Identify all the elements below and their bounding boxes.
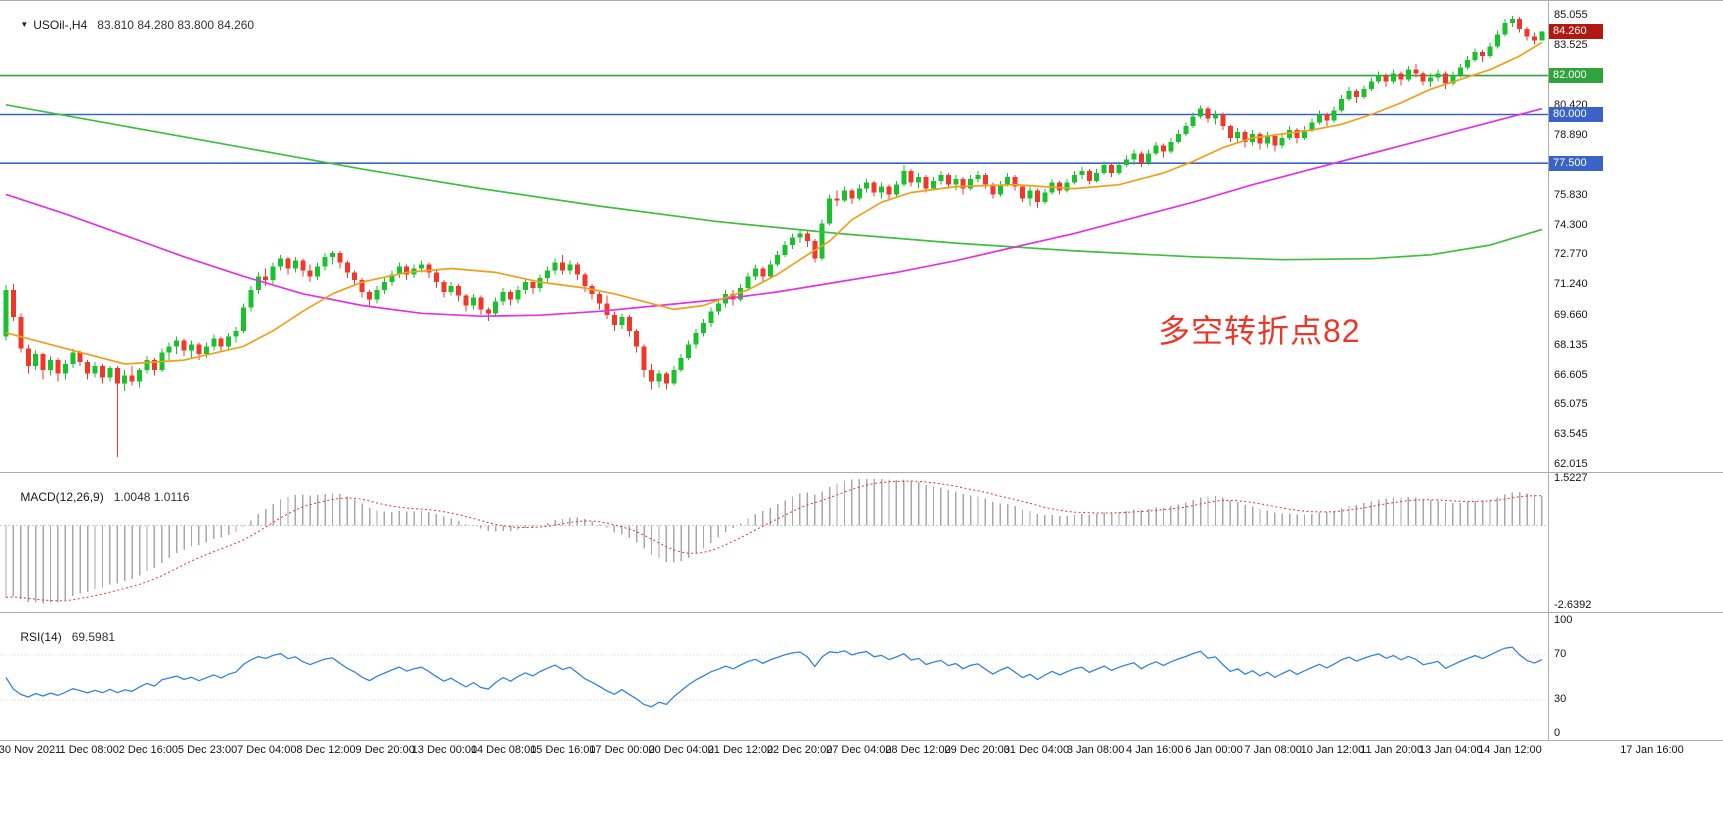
rsi-line [5,646,1543,708]
time-tick-label: 27 Dec 04:00 [826,744,892,756]
price-tick-label: 71.240 [1554,278,1588,291]
symbol-timeframe-label: USOil-,H4 [33,18,88,32]
time-tick-label: 30 Nov 2021 [0,744,62,756]
rsi-scale-label: 100 [1554,614,1573,626]
price-tick-label: 63.545 [1554,428,1588,441]
time-tick-label: 5 Dec 23:00 [177,744,238,756]
current-price-tag: 84.260 [1549,23,1603,39]
time-tick-label: 14 Dec 08:00 [470,744,537,756]
time-tick-label: 3 Jan 08:00 [1066,744,1125,756]
price-tick-label: 66.605 [1554,368,1588,381]
price-tick-label: 74.300 [1554,218,1588,231]
price-tick-label: 72.770 [1554,248,1588,261]
main-pane-header: ▼ USOil-,H4 83.810 84.280 83.800 84.260 [7,4,254,46]
time-tick-label: 10 Jan 12:00 [1300,744,1365,756]
time-tick-label: 6 Jan 00:00 [1185,744,1243,756]
rsi-pane-header: RSI(14) 69.5981 [7,616,115,658]
price-tick-label: 68.135 [1554,338,1588,351]
rsi-scale-label: 0 [1554,727,1561,739]
ma-fast-line [5,41,1543,365]
time-tick-label: 13 Jan 04:00 [1418,744,1483,756]
time-tick-label: 15 Dec 16:00 [530,744,596,756]
time-tick-label: 4 Jan 16:00 [1126,744,1184,756]
time-tick-label: 2 Dec 16:00 [118,744,179,756]
time-tick-label: 9 Dec 20:00 [355,744,415,756]
macd-pane-header: MACD(12,26,9) 1.0048 1.0116 [7,476,190,518]
time-tick-label: 28 Dec 12:00 [885,744,951,756]
ma-mid-line [5,107,1543,318]
macd-signal-line [5,480,1542,602]
price-tick-label: 65.075 [1554,398,1588,411]
symbol-dropdown-icon[interactable]: ▼ [20,20,29,29]
price-tick-label: 62.015 [1554,458,1588,470]
rsi-indicator-label: RSI(14) [20,630,62,644]
time-tick-label: 7 Dec 04:00 [237,744,297,756]
time-tick-label: 14 Jan 12:00 [1478,744,1542,756]
time-tick-label: 17 Dec 00:00 [589,744,655,756]
price-tick-label: 75.830 [1554,188,1588,201]
hline-775-tag: 77.500 [1549,155,1603,171]
macd-indicator-label: MACD(12,26,9) [20,490,104,504]
time-tick-label: 8 Dec 12:00 [296,744,356,756]
time-tick-label: 1 Dec 08:00 [59,744,119,756]
candles-layer [3,16,1545,457]
macd-histogram [5,479,1543,604]
time-tick-label: 7 Jan 08:00 [1244,744,1302,756]
time-tick-label: 29 Dec 20:00 [944,744,1010,756]
rsi-value: 69.5981 [71,630,116,644]
time-tick-label: 17 Jan 16:00 [1620,744,1684,756]
time-tick-label: 20 Dec 04:00 [648,744,714,756]
rsi-scale-label: 30 [1554,693,1567,706]
price-tick-label: 78.890 [1554,129,1588,142]
hline-82-tag: 82.000 [1549,68,1603,84]
hline-80-tag: 80.000 [1549,107,1603,122]
price-tick-label: 83.525 [1554,38,1588,51]
macd-values: 1.0048 1.0116 [113,490,190,504]
time-tick-label: 13 Dec 00:00 [411,744,478,756]
time-tick-label: 11 Jan 20:00 [1360,744,1423,756]
rsi-scale-label: 70 [1554,647,1567,660]
ma-slow-line [5,103,1543,261]
macd-scale-min-label: -2.6392 [1554,599,1592,611]
annotation-text: 多空转折点82 [1158,313,1361,349]
macd-scale-max-label: 1.5227 [1554,472,1588,484]
time-tick-label: 31 Dec 04:00 [1003,744,1070,756]
time-tick-label: 21 Dec 12:00 [707,744,774,756]
price-tick-label: 69.660 [1554,309,1588,321]
ohlc-readout: 83.810 84.280 83.800 84.260 [97,18,255,32]
time-tick-label: 22 Dec 20:00 [766,744,833,756]
price-tick-label: 85.055 [1554,9,1588,21]
